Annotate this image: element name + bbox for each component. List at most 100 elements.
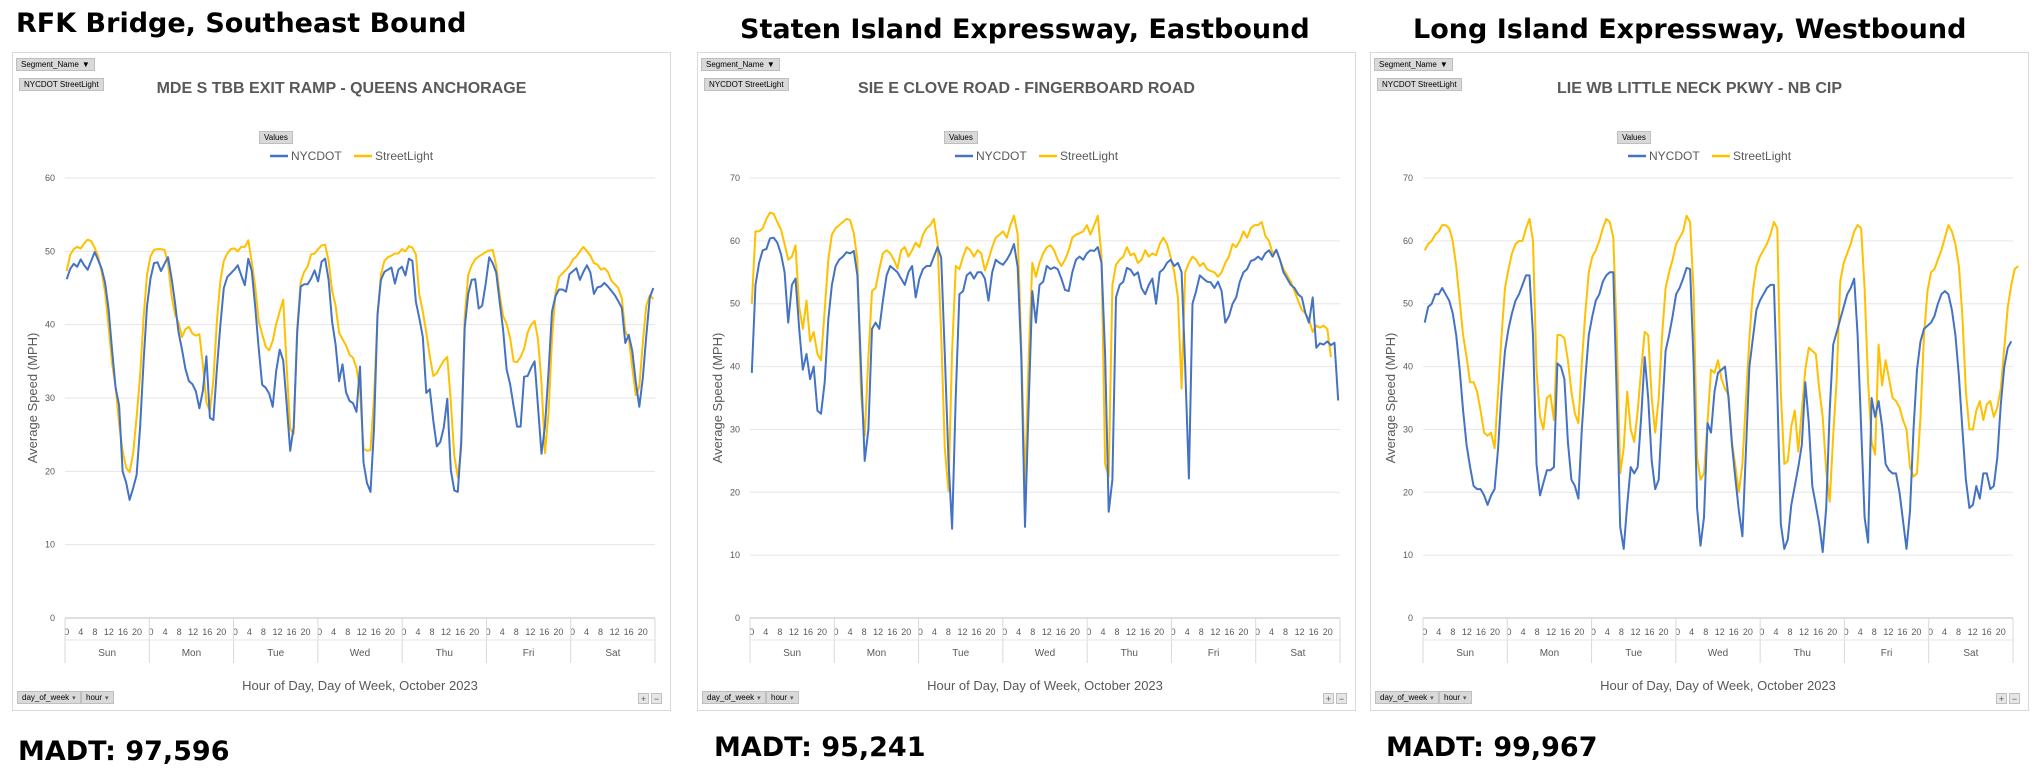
x-tick-label: 4 bbox=[1100, 627, 1105, 637]
x-tick-label: 16 bbox=[1224, 627, 1234, 637]
x-tick-label: 16 bbox=[1140, 627, 1150, 637]
dropdown-icon[interactable]: ▾ bbox=[105, 695, 109, 702]
x-tick-label: 4 bbox=[247, 627, 252, 637]
row-field-hour[interactable]: hour ▾ bbox=[1439, 691, 1472, 704]
dropdown-icon[interactable]: ▾ bbox=[1430, 695, 1434, 702]
y-tick-label: 20 bbox=[45, 466, 55, 476]
dropdown-icon[interactable]: ▾ bbox=[72, 695, 76, 702]
source-filter[interactable]: NYCDOT StreetLight bbox=[19, 78, 104, 91]
x-tick-label: 4 bbox=[500, 627, 505, 637]
x-tick-label: 12 bbox=[610, 627, 620, 637]
collapse-button[interactable]: − bbox=[651, 693, 662, 704]
madt-1: MADT: 95,241 bbox=[714, 732, 926, 763]
segment-name-filter[interactable]: Segment_Name ▼ bbox=[16, 58, 95, 71]
x-tick-label: 4 bbox=[1689, 627, 1694, 637]
y-tick-label: 60 bbox=[730, 236, 740, 246]
values-field[interactable]: Values bbox=[1617, 131, 1651, 144]
day-label: Wed bbox=[1708, 648, 1728, 659]
x-tick-label: 0 bbox=[918, 627, 923, 637]
legend-label-streetlight: StreetLight bbox=[1733, 149, 1792, 163]
series-line-streetlight bbox=[750, 211, 1332, 492]
x-tick-label: 20 bbox=[1659, 627, 1669, 637]
y-tick-label: 50 bbox=[1403, 299, 1413, 309]
legend-label-nycdot: NYCDOT bbox=[976, 149, 1027, 163]
x-tick-label: 16 bbox=[371, 627, 381, 637]
x-tick-label: 16 bbox=[1645, 627, 1655, 637]
x-tick-label: 4 bbox=[331, 627, 336, 637]
x-tick-label: 4 bbox=[1436, 627, 1441, 637]
y-tick-label: 40 bbox=[45, 320, 55, 330]
row-field-day-of-week[interactable]: day_of_week ▾ bbox=[17, 691, 81, 704]
filter-icon[interactable]: ▼ bbox=[81, 60, 90, 69]
collapse-button[interactable]: − bbox=[1336, 693, 1347, 704]
values-field[interactable]: Values bbox=[944, 131, 978, 144]
day-label: Fri bbox=[1208, 648, 1220, 659]
row-field-hour[interactable]: hour ▾ bbox=[81, 691, 114, 704]
x-tick-label: 8 bbox=[1450, 627, 1455, 637]
day-label: Tue bbox=[267, 648, 284, 659]
x-tick-label: 0 bbox=[1171, 627, 1176, 637]
source-filter[interactable]: NYCDOT StreetLight bbox=[704, 78, 789, 91]
y-axis-label: Average Speed (MPH) bbox=[25, 333, 40, 464]
day-label: Sun bbox=[98, 648, 116, 659]
x-tick-label: 12 bbox=[873, 627, 883, 637]
x-tick-label: 12 bbox=[1295, 627, 1305, 637]
x-tick-label: 20 bbox=[469, 627, 479, 637]
x-tick-label: 12 bbox=[1462, 627, 1472, 637]
day-label: Thu bbox=[1794, 648, 1811, 659]
filter-icon[interactable]: ▼ bbox=[1439, 60, 1448, 69]
chart-title: SIE E CLOVE ROAD - FINGERBOARD ROAD bbox=[858, 80, 1195, 97]
segment-name-label: Segment_Name bbox=[1379, 60, 1437, 69]
expand-button[interactable]: + bbox=[1996, 693, 2007, 704]
y-tick-label: 10 bbox=[45, 540, 55, 550]
x-tick-label: 8 bbox=[1872, 627, 1877, 637]
day-label: Thu bbox=[1121, 648, 1138, 659]
y-axis-label: Average Speed (MPH) bbox=[710, 333, 725, 464]
dropdown-icon[interactable]: ▾ bbox=[757, 695, 761, 702]
x-tick-label: 12 bbox=[357, 627, 367, 637]
segment-name-filter[interactable]: Segment_Name ▼ bbox=[1374, 58, 1453, 71]
x-tick-label: 4 bbox=[1016, 627, 1021, 637]
row-field-label: hour bbox=[86, 693, 103, 702]
row-field-day-of-week[interactable]: day_of_week ▾ bbox=[1375, 691, 1439, 704]
expand-button[interactable]: + bbox=[638, 693, 649, 704]
values-field[interactable]: Values bbox=[259, 131, 293, 144]
segment-name-filter[interactable]: Segment_Name ▼ bbox=[701, 58, 780, 71]
x-tick-label: 0 bbox=[64, 627, 69, 637]
x-axis-label: Hour of Day, Day of Week, October 2023 bbox=[927, 678, 1163, 693]
x-tick-label: 20 bbox=[1070, 627, 1080, 637]
x-tick-label: 12 bbox=[1630, 627, 1640, 637]
day-label: Sat bbox=[1963, 648, 1978, 659]
x-tick-label: 16 bbox=[887, 627, 897, 637]
row-field-label: day_of_week bbox=[1380, 693, 1428, 702]
filter-icon[interactable]: ▼ bbox=[766, 60, 775, 69]
day-label: Wed bbox=[1035, 648, 1055, 659]
x-tick-label: 8 bbox=[1703, 627, 1708, 637]
x-tick-label: 16 bbox=[1560, 627, 1570, 637]
madt-2: MADT: 99,967 bbox=[1386, 732, 1598, 763]
legend-label-nycdot: NYCDOT bbox=[291, 149, 342, 163]
x-tick-label: 16 bbox=[1982, 627, 1992, 637]
x-tick-label: 12 bbox=[1210, 627, 1220, 637]
x-tick-label: 20 bbox=[301, 627, 311, 637]
x-tick-label: 0 bbox=[149, 627, 154, 637]
row-field-day-of-week[interactable]: day_of_week ▾ bbox=[702, 691, 766, 704]
collapse-button[interactable]: − bbox=[2009, 693, 2020, 704]
x-tick-label: 16 bbox=[539, 627, 549, 637]
dropdown-icon[interactable]: ▾ bbox=[790, 695, 794, 702]
expand-button[interactable]: + bbox=[1323, 693, 1334, 704]
row-field-hour[interactable]: hour ▾ bbox=[766, 691, 799, 704]
day-label: Tue bbox=[1625, 648, 1642, 659]
x-tick-label: 0 bbox=[1675, 627, 1680, 637]
y-tick-label: 40 bbox=[1403, 362, 1413, 372]
dropdown-icon[interactable]: ▾ bbox=[1463, 695, 1467, 702]
x-tick-label: 12 bbox=[1799, 627, 1809, 637]
y-tick-label: 70 bbox=[1403, 173, 1413, 183]
day-label: Sat bbox=[605, 648, 620, 659]
zoom-controls: + − bbox=[1994, 693, 2020, 704]
source-filter[interactable]: NYCDOT StreetLight bbox=[1377, 78, 1462, 91]
x-axis-label: Hour of Day, Day of Week, October 2023 bbox=[1600, 678, 1836, 693]
x-tick-label: 12 bbox=[1126, 627, 1136, 637]
day-label: Thu bbox=[436, 648, 453, 659]
